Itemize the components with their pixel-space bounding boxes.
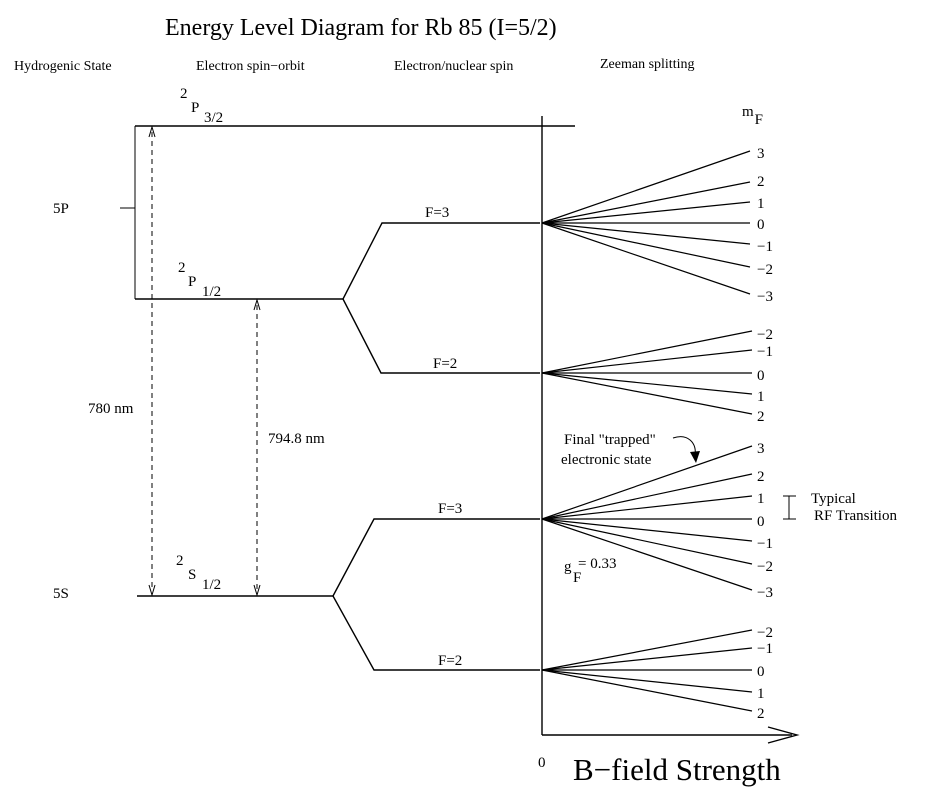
trapped-state-pointer-arrowhead — [690, 451, 700, 463]
mf-label: −1 — [757, 641, 773, 657]
column-header-hydrogenic: Hydrogenic State — [14, 59, 112, 74]
hyperfine-label-p-f3: F=3 — [425, 205, 449, 221]
zeeman-line — [541, 647, 753, 671]
gf-factor-label: gF= 0.33 — [564, 556, 616, 586]
mf-label: 2 — [757, 409, 765, 425]
transition-794-label: 794.8 nm — [268, 431, 325, 447]
mf-label: 3 — [757, 441, 765, 457]
zeeman-line — [541, 150, 751, 224]
mf-label: −2 — [757, 625, 773, 641]
mf-label: 0 — [757, 664, 765, 680]
trapped-state-annotation-line2: electronic state — [561, 452, 652, 468]
mf-label: −1 — [757, 536, 773, 552]
arrowhead-780-down — [148, 584, 156, 597]
mf-labels-s-f2: −2 −1 0 1 2 — [757, 625, 773, 722]
column-header-nuclear-spin: Electron/nuclear spin — [394, 59, 513, 74]
zeeman-line — [541, 330, 753, 374]
hyperfine-p-f2 — [342, 298, 540, 374]
mf-label: −3 — [757, 585, 773, 601]
mf-label: −2 — [757, 262, 773, 278]
zeeman-line — [541, 518, 753, 565]
zeeman-line — [541, 473, 753, 520]
hyperfine-s-f3 — [332, 518, 540, 597]
hyperfine-p-f3 — [342, 222, 540, 300]
mf-label: −2 — [757, 327, 773, 343]
arrowhead-794-up — [253, 298, 261, 311]
mf-label: 2 — [757, 706, 765, 722]
mf-label: 1 — [757, 686, 765, 702]
zeeman-fan-s-f3 — [541, 445, 753, 591]
mf-label: 0 — [757, 514, 765, 530]
mf-label: 0 — [757, 217, 765, 233]
b-field-axis-arrowhead — [767, 726, 800, 744]
column-header-zeeman: Zeeman splitting — [600, 57, 694, 72]
rf-transition-label-line1: Typical — [811, 491, 856, 507]
zeeman-line — [541, 518, 753, 591]
zeeman-line — [541, 445, 753, 520]
diagram-title: Energy Level Diagram for Rb 85 (I=5/2) — [165, 15, 557, 41]
zeeman-line — [541, 495, 753, 520]
zeeman-line — [541, 222, 751, 268]
mf-label: 1 — [757, 389, 765, 405]
axis-origin-label: 0 — [538, 755, 546, 771]
mf-label: 3 — [757, 146, 765, 162]
mf-label: 2 — [757, 469, 765, 485]
zeeman-line — [541, 669, 753, 693]
mf-label: 1 — [757, 196, 765, 212]
arrowhead-780-up — [148, 125, 156, 138]
mf-label: −3 — [757, 289, 773, 305]
mf-labels-s-f3: 3 2 1 0 −1 −2 −3 — [757, 441, 773, 601]
column-header-spin-orbit: Electron spin−orbit — [196, 59, 305, 74]
zeeman-fan-p-f2 — [541, 330, 753, 415]
term-2p32: 2P3/2 — [180, 86, 223, 126]
mf-label: 2 — [757, 174, 765, 190]
mf-label: −1 — [757, 344, 773, 360]
zeeman-line — [541, 349, 753, 374]
zeeman-line — [541, 181, 751, 224]
b-field-axis-label: B−field Strength — [573, 752, 781, 787]
mf-label: −1 — [757, 239, 773, 255]
zeeman-fan-p-f3 — [541, 150, 751, 295]
mf-label: 1 — [757, 491, 765, 507]
mf-labels-p-f2: −2 −1 0 1 2 — [757, 327, 773, 425]
zeeman-line — [541, 518, 753, 542]
hyperfine-label-s-f3: F=3 — [438, 501, 462, 517]
zeeman-line — [541, 372, 753, 415]
rf-transition-label-line2: RF Transition — [814, 508, 897, 524]
state-label-5p: 5P — [53, 201, 69, 217]
hyperfine-label-p-f2: F=2 — [433, 356, 457, 372]
mf-labels-p-f3: 3 2 1 0 −1 −2 −3 — [757, 146, 773, 305]
hyperfine-label-s-f2: F=2 — [438, 653, 462, 669]
zeeman-line — [541, 201, 751, 224]
term-2p12: 2P1/2 — [178, 260, 221, 300]
zeeman-line — [541, 222, 751, 245]
mf-header: mF — [742, 104, 763, 128]
term-2s12: 2S1/2 — [176, 553, 221, 593]
zeeman-line — [541, 372, 753, 395]
mf-label: −2 — [757, 559, 773, 575]
state-label-5s: 5S — [53, 586, 69, 602]
transition-780-label: 780 nm — [88, 401, 134, 417]
zeeman-line — [541, 669, 753, 712]
zeeman-fan-s-f2 — [541, 629, 753, 712]
zeeman-line — [541, 629, 753, 671]
arrowhead-794-down — [253, 584, 261, 597]
trapped-state-annotation-line1: Final "trapped" — [564, 432, 656, 448]
mf-label: 0 — [757, 368, 765, 384]
zeeman-line — [541, 222, 751, 295]
hyperfine-s-f2 — [332, 595, 540, 671]
